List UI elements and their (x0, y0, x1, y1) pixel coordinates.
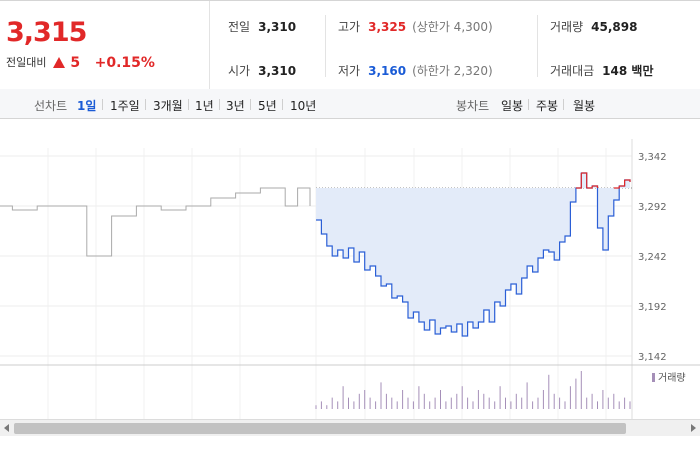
today-up-segment (613, 186, 620, 189)
today-up-segment (619, 180, 626, 187)
price-box: 3,315 전일대비 5 +0.15% (0, 1, 210, 89)
scroll-left-icon[interactable] (4, 424, 9, 432)
tab-candle-weekly[interactable]: 주봉 (536, 99, 559, 113)
stat-amount: 거래대금 148 백만 (550, 64, 654, 78)
today-up-segment (581, 172, 588, 188)
stat-open: 시가 3,310 (228, 64, 297, 78)
tab-period-5y[interactable]: 5년 (258, 99, 277, 113)
y-tick-label: 3,142 (638, 352, 667, 363)
today-up-segment (592, 185, 599, 188)
tab-period-1w[interactable]: 1주일 (110, 99, 140, 113)
tab-period-1d[interactable]: 1일 (77, 99, 97, 113)
y-tick-label: 3,242 (638, 252, 667, 263)
tab-period-3m[interactable]: 3개월 (153, 99, 183, 113)
y-tick-label: 3,342 (638, 152, 667, 163)
prev-day-line (0, 187, 311, 257)
scroll-thumb[interactable] (14, 423, 626, 434)
change-label: 전일대비 (6, 56, 47, 69)
stat-low: 저가 3,160 (하한가 2,320) (338, 64, 493, 78)
y-tick-label: 3,292 (638, 202, 667, 213)
legend-label: 거래량 (658, 372, 686, 384)
tab-candle-daily[interactable]: 일봉 (501, 99, 524, 113)
candle-chart-label: 봉차트 (456, 99, 490, 113)
tab-period-10y[interactable]: 10년 (290, 99, 317, 113)
tab-candle-monthly[interactable]: 월봉 (573, 99, 596, 113)
scroll-right-icon[interactable] (691, 424, 696, 432)
tab-period-3y[interactable]: 3년 (226, 99, 245, 113)
line-chart-label: 선차트 (34, 99, 68, 113)
stat-high: 고가 3,325 (상한가 4,300) (338, 20, 493, 34)
price-chart-svg: 3,342 3,292 3,242 3,192 3,142 거래량 (0, 139, 700, 419)
up-arrow-icon (52, 57, 65, 68)
chart-toolbar: 선차트 1일 1주일 3개월 1년 3년 5년 10년 봉차트 일봉 주봉 월봉 (0, 89, 700, 119)
stock-summary: 3,315 전일대비 5 +0.15% 전일 3,310 고가 3,325 (상한가 … (0, 0, 700, 90)
change-percent: +0.15% (94, 55, 155, 71)
tab-period-1y[interactable]: 1년 (195, 99, 214, 113)
stat-prev-close: 전일 3,310 (228, 20, 297, 34)
current-price: 3,315 (6, 17, 87, 48)
change-amount: 5 (70, 55, 81, 71)
chart-scrollbar[interactable] (0, 419, 700, 436)
today-up-segment (575, 173, 582, 189)
y-tick-label: 3,192 (638, 302, 667, 313)
change-row: 전일대비 5 +0.15% (6, 54, 155, 71)
stat-volume: 거래량 45,898 (550, 20, 638, 34)
today-up-segment (586, 186, 593, 189)
legend-swatch (652, 373, 655, 382)
price-fill-area (316, 173, 630, 336)
price-chart: 3,342 3,292 3,242 3,192 3,142 거래량 (0, 119, 700, 419)
today-up-segment (624, 179, 631, 182)
